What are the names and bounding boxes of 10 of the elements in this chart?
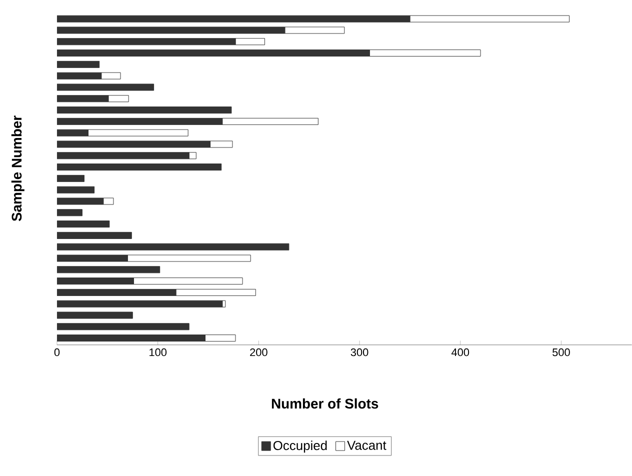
x-tick-label: 0 — [54, 348, 60, 356]
legend-label: Vacant — [347, 440, 386, 450]
x-axis-title: Number of Slots — [272, 398, 378, 409]
legend-label: Occupied — [273, 440, 327, 453]
x-tick-label: 400 — [451, 348, 470, 356]
x-tick-label: 100 — [150, 348, 167, 356]
x-tick-label: 500 — [552, 348, 570, 356]
x-tick-label: 200 — [250, 348, 268, 356]
x-tick-label: 300 — [350, 348, 368, 356]
y-axis-title: Sample Number — [11, 116, 24, 222]
